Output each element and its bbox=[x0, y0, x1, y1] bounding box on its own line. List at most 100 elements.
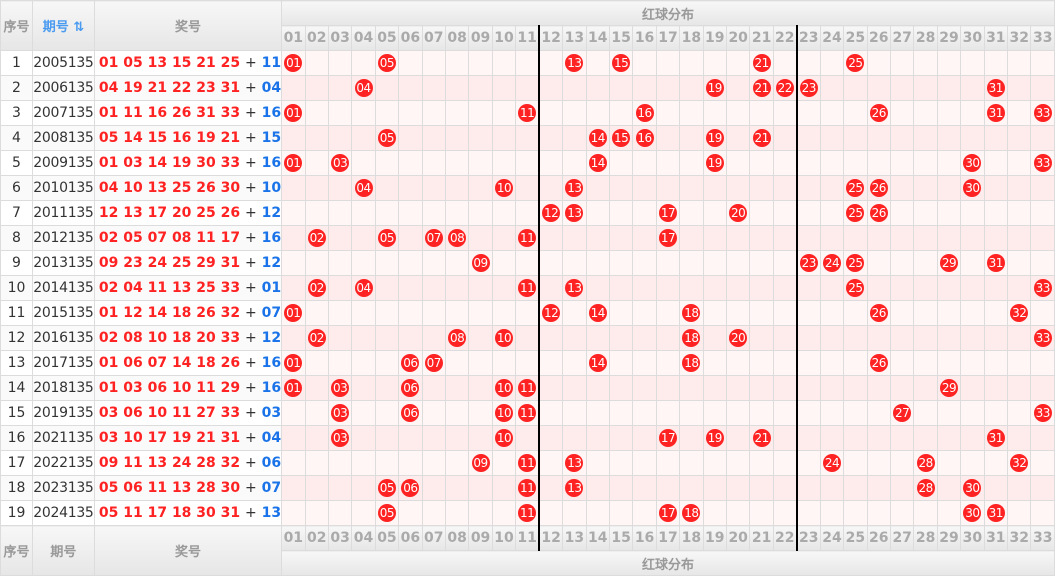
grid-cell-17 bbox=[655, 475, 681, 501]
grid-cell-13 bbox=[562, 100, 587, 126]
column-header-25: 25 bbox=[843, 25, 868, 51]
grid-cell-25: 25 bbox=[843, 175, 868, 201]
grid-cell-32 bbox=[1007, 225, 1032, 251]
grid-cell-33 bbox=[1030, 250, 1055, 276]
grid-cell-33: 33 bbox=[1030, 325, 1055, 351]
grid-cell-22 bbox=[772, 425, 798, 451]
table-row[interactable]: 9 2013135 09 23 24 25 29 31 + 12 09 23 24 25 29… bbox=[0, 250, 1055, 276]
grid-cell-03: 03 bbox=[327, 150, 353, 176]
blue-number: 03 bbox=[261, 405, 282, 421]
grid-cell-26: 26 bbox=[866, 300, 891, 326]
grid-cell-08: 08 bbox=[444, 325, 470, 351]
plus-sign: + bbox=[245, 305, 257, 321]
grid-cell-13 bbox=[562, 325, 587, 351]
grid-cell-26 bbox=[866, 75, 891, 101]
sort-icon[interactable]: ⇅ bbox=[73, 20, 85, 35]
table-row[interactable]: 14 2018135 01 03 06 10 11 29 + 16 01 03 06 10 1… bbox=[0, 375, 1055, 401]
table-row[interactable]: 12 2016135 02 08 10 18 20 33 + 12 02 08 10 18 2… bbox=[0, 325, 1055, 351]
grid-cell-12 bbox=[538, 175, 564, 201]
grid-cell-05: 05 bbox=[374, 475, 400, 501]
red-number: 11 bbox=[196, 230, 216, 246]
red-number: 29 bbox=[220, 380, 241, 396]
red-ball: 11 bbox=[518, 454, 537, 472]
table-row[interactable]: 13 2017135 01 06 07 14 18 26 + 16 01 06 07 14 1… bbox=[0, 350, 1055, 376]
red-number: 03 bbox=[98, 405, 119, 421]
table-row[interactable]: 5 2009135 01 03 14 19 30 33 + 16 01 03 14 19 30… bbox=[0, 150, 1055, 176]
grid-cell-28 bbox=[913, 125, 938, 151]
footer-index: 序号 bbox=[0, 525, 33, 576]
grid-cell-06: 06 bbox=[398, 350, 423, 376]
grid-cell-20 bbox=[725, 400, 751, 426]
table-row[interactable]: 2 2006135 04 19 21 22 23 31 + 04 04 19 21 22 23… bbox=[0, 75, 1055, 101]
grid-cell-09 bbox=[468, 150, 493, 176]
header-period[interactable]: 期号 ⇅ bbox=[31, 0, 95, 51]
table-row[interactable]: 8 2012135 02 05 07 08 11 17 + 16 02 05 07 08 11… bbox=[0, 225, 1055, 251]
grid-cell-13 bbox=[562, 425, 587, 451]
red-ball: 14 bbox=[588, 129, 607, 147]
grid-cell-31 bbox=[983, 50, 1009, 76]
grid-cell-01 bbox=[281, 225, 306, 251]
footer-column-33: 33 bbox=[1030, 525, 1055, 551]
red-ball: 03 bbox=[331, 379, 350, 397]
red-ball: 32 bbox=[1010, 454, 1029, 472]
table-row[interactable]: 3 2007135 01 11 16 26 31 33 + 16 01 11 16 26 31… bbox=[0, 100, 1055, 126]
row-index: 13 bbox=[0, 350, 33, 376]
red-number: 19 bbox=[123, 80, 143, 96]
grid-cell-07 bbox=[421, 375, 446, 401]
grid-cell-10 bbox=[491, 300, 517, 326]
table-row[interactable]: 7 2011135 12 13 17 20 25 26 + 12 12 13 17 20 25… bbox=[0, 200, 1055, 226]
grid-cell-08 bbox=[444, 250, 470, 276]
grid-cell-16 bbox=[632, 200, 657, 226]
grid-cell-02: 02 bbox=[304, 325, 329, 351]
red-number: 19 bbox=[171, 430, 192, 446]
red-number: 13 bbox=[147, 55, 168, 71]
red-number: 02 bbox=[98, 330, 119, 346]
grid-cell-15 bbox=[608, 500, 634, 526]
red-number: 03 bbox=[123, 380, 143, 396]
table-row[interactable]: 15 2019135 03 06 10 11 27 33 + 03 03 06 10 11 2… bbox=[0, 400, 1055, 426]
red-number: 23 bbox=[196, 80, 216, 96]
red-ball: 27 bbox=[893, 404, 912, 422]
table-row[interactable]: 19 2024135 05 11 17 18 30 31 + 13 05 11 17 18 3… bbox=[0, 500, 1055, 526]
grid-cell-11 bbox=[515, 300, 541, 326]
grid-cell-27 bbox=[889, 200, 915, 226]
table-row[interactable]: 18 2023135 05 06 11 13 28 30 + 07 05 06 11 13 2… bbox=[0, 475, 1055, 501]
grid-cell-16 bbox=[632, 475, 657, 501]
grid-cell-26 bbox=[866, 400, 891, 426]
row-period: 2012135 bbox=[31, 225, 95, 251]
grid-cell-02: 02 bbox=[304, 225, 329, 251]
grid-cell-22 bbox=[772, 250, 798, 276]
grid-cell-30 bbox=[960, 100, 985, 126]
table-row[interactable]: 11 2015135 01 12 14 18 26 32 + 07 01 12 14 18 2… bbox=[0, 300, 1055, 326]
table-row[interactable]: 16 2021135 03 10 17 19 21 31 + 04 03 10 17 19 2… bbox=[0, 425, 1055, 451]
row-numbers: 01 03 06 10 11 29 + 16 bbox=[93, 375, 283, 401]
red-ball: 20 bbox=[729, 329, 748, 347]
column-header-03: 03 bbox=[327, 25, 353, 51]
red-number: 19 bbox=[196, 130, 216, 146]
grid-cell-25 bbox=[843, 225, 868, 251]
grid-cell-20 bbox=[725, 50, 751, 76]
grid-cell-17 bbox=[655, 125, 681, 151]
grid-cell-11 bbox=[515, 425, 541, 451]
table-row[interactable]: 10 2014135 02 04 11 13 25 33 + 01 02 04 11 13 2… bbox=[0, 275, 1055, 301]
grid-cell-27 bbox=[889, 450, 915, 476]
table-row[interactable]: 4 2008135 05 14 15 16 19 21 + 15 05 14 15 16 19… bbox=[0, 125, 1055, 151]
table-row[interactable]: 17 2022135 09 11 13 24 28 32 + 06 09 11 13 24 2… bbox=[0, 450, 1055, 476]
red-number: 16 bbox=[147, 105, 168, 121]
row-period: 2023135 bbox=[31, 475, 95, 501]
red-ball: 11 bbox=[518, 504, 537, 522]
grid-cell-23 bbox=[796, 500, 821, 526]
table-row[interactable]: 6 2010135 04 10 13 25 26 30 + 10 04 10 13 25 26… bbox=[0, 175, 1055, 201]
table-row[interactable]: 1 2005135 01 05 13 15 21 25 + 11 01 05 13 15 21… bbox=[0, 50, 1055, 76]
red-number: 17 bbox=[147, 205, 168, 221]
grid-cell-14: 14 bbox=[585, 150, 610, 176]
grid-cell-27 bbox=[889, 150, 915, 176]
grid-cell-11: 11 bbox=[515, 100, 541, 126]
red-ball: 26 bbox=[869, 304, 888, 322]
footer-column-07: 07 bbox=[421, 525, 446, 551]
grid-cell-27 bbox=[889, 50, 915, 76]
red-number: 26 bbox=[220, 205, 241, 221]
grid-cell-17 bbox=[655, 325, 681, 351]
red-number: 29 bbox=[196, 255, 216, 271]
grid-cell-12 bbox=[538, 425, 564, 451]
